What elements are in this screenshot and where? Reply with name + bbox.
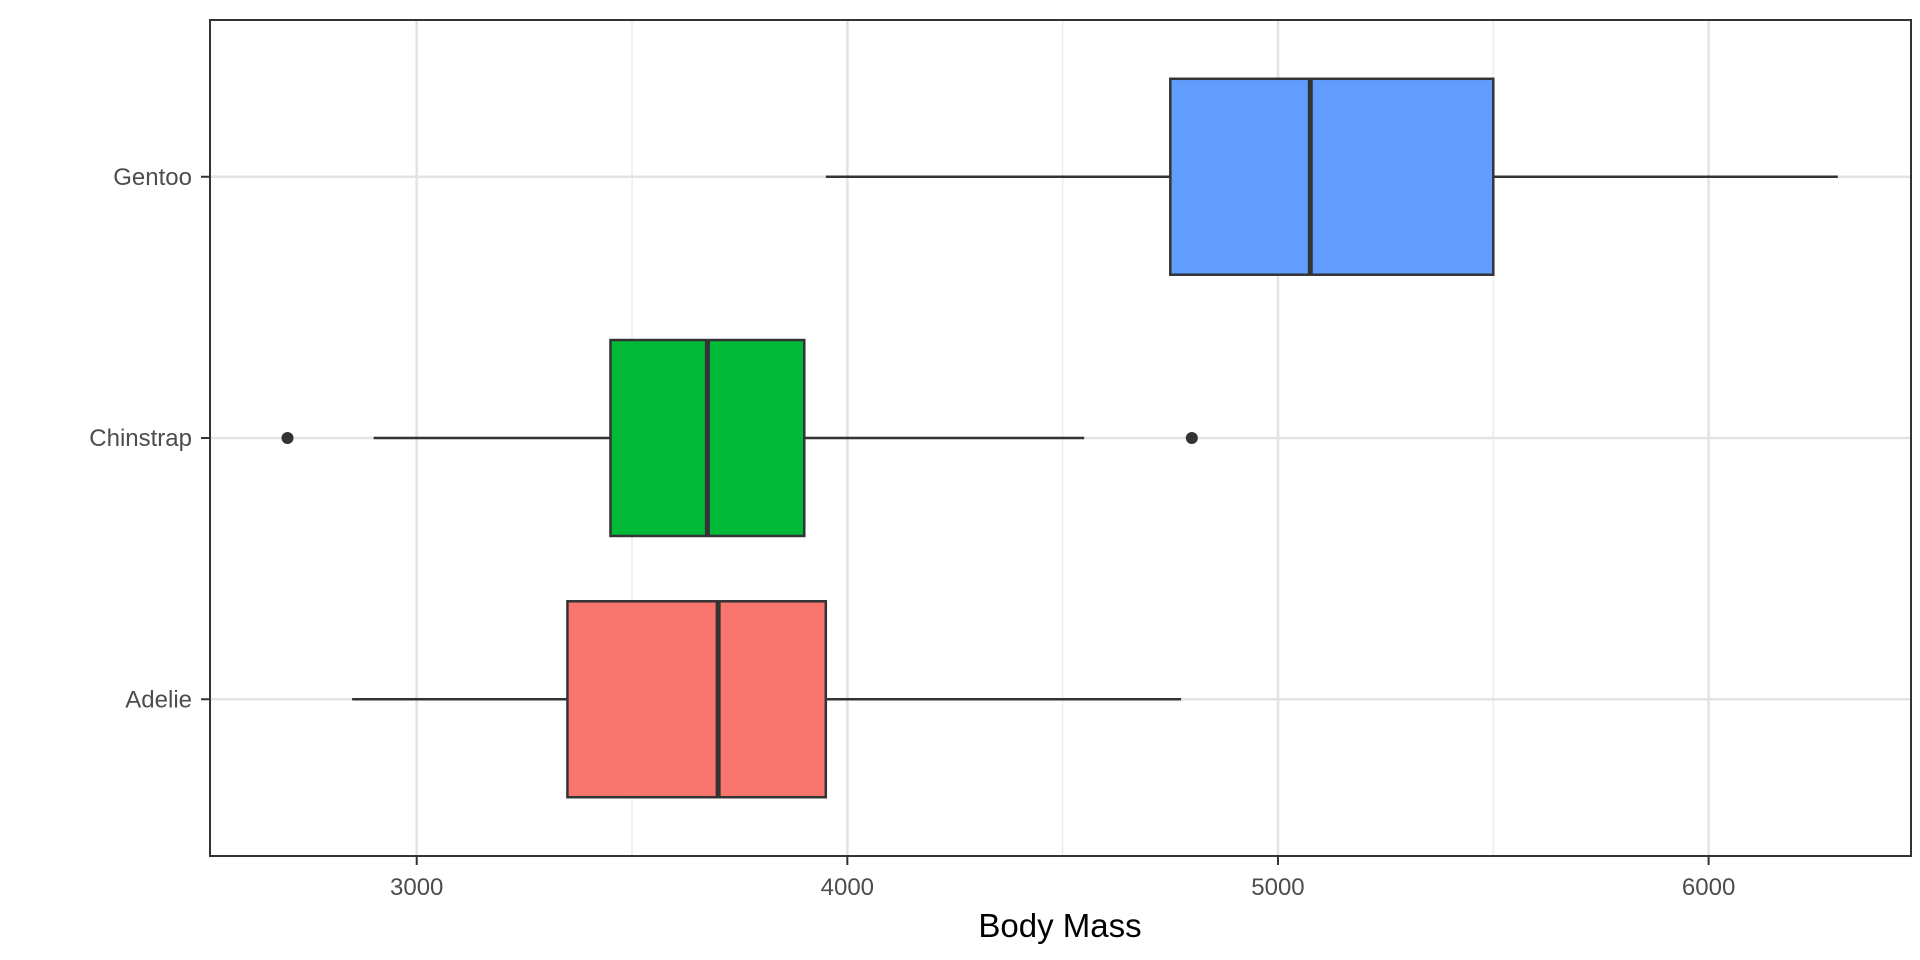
y-tick-label-chinstrap: Chinstrap: [89, 425, 192, 452]
x-tick-label: 5000: [1251, 874, 1304, 901]
y-tick-label-gentoo: Gentoo: [113, 164, 192, 191]
plot-panel-border: [209, 19, 1912, 857]
x-tick-label: 6000: [1682, 874, 1735, 901]
x-axis-title: Body Mass: [978, 907, 1141, 944]
x-tick-label: 4000: [821, 874, 874, 901]
outlier-point-chinstrap: [281, 432, 294, 444]
y-axis-ticks: Adelie Chinstrap Gentoo: [89, 164, 209, 713]
x-axis-ticks: 3000 4000 5000 6000: [390, 857, 1735, 901]
box-adelie: [566, 600, 828, 799]
box-gentoo: [1169, 77, 1495, 276]
y-tick-label-adelie: Adelie: [125, 686, 192, 713]
outlier-point-chinstrap: [1185, 432, 1198, 444]
whiskers: [352, 175, 1838, 701]
boxes: [566, 77, 1495, 799]
x-tick-label: 3000: [390, 874, 443, 901]
outliers: [281, 432, 1198, 444]
